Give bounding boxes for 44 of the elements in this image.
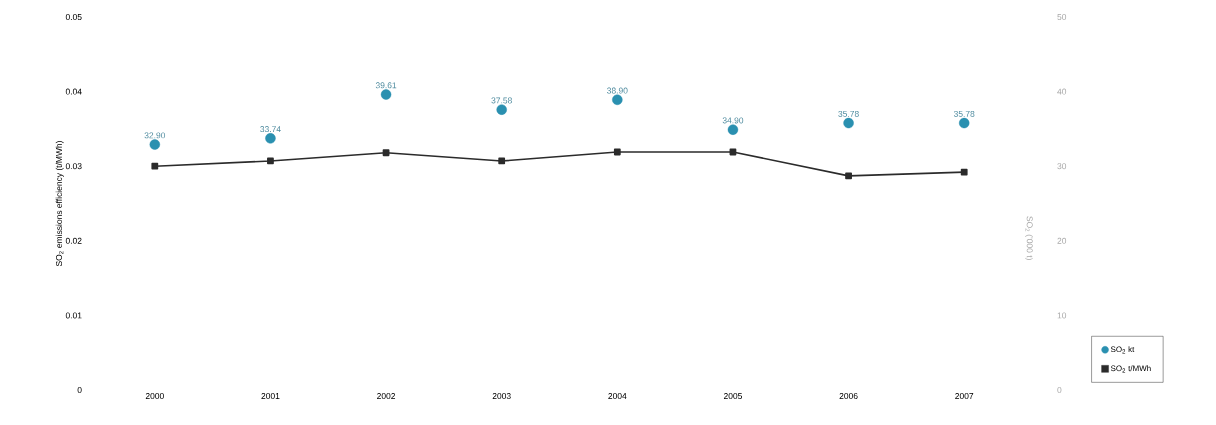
point [267,157,274,165]
point [380,89,392,100]
x-tick-label: 2002 [377,393,396,400]
y2-tick-label: 30 [1057,163,1067,170]
y2-tick-label: 20 [1057,237,1067,244]
y-tick-label: 0.01 [65,312,82,319]
point [959,117,970,129]
point [843,117,854,129]
point [727,124,739,135]
x-tick-label: 2005 [723,393,743,400]
point [960,168,968,176]
y2-tick-label: 10 [1057,312,1067,319]
y-tick-label: 0 [77,387,82,393]
data-label: 32.90 [144,132,166,139]
y-tick-label: 0.05 [65,14,82,20]
y-tick-label: 0.03 [65,163,82,170]
data-label: 38.90 [607,87,628,94]
y2-tick-label: 50 [1057,14,1067,20]
data-label: 39.61 [375,82,397,89]
point [265,133,276,144]
y2-tick-label: 40 [1057,88,1067,95]
point [845,172,852,180]
point [382,149,390,157]
y-tick-label: 0.04 [65,88,82,95]
x-tick-label: 2003 [492,393,511,400]
data-label: 33.74 [260,126,281,133]
x-tick-label: 2001 [261,393,280,400]
x-tick-label: 2000 [145,393,164,400]
point [613,148,621,156]
y-tick-label: 0.02 [65,237,82,244]
y-axis-title: SO$_{2}$ emissions efficiency (t/MWh) [55,141,64,267]
point [149,139,161,150]
point [496,104,507,115]
data-label: 34.90 [722,117,744,124]
x-tick-label: 2006 [839,393,858,400]
data-label: 35.78 [953,110,975,117]
x-tick-label: 2007 [955,393,974,400]
data-label: 37.58 [491,97,512,104]
data-label: 35.78 [838,110,859,117]
y2-axis-title: SO$_{2}$ ('000 t) [1025,216,1033,260]
point [612,94,623,105]
x-tick-label: 2004 [608,393,627,400]
point [151,162,159,170]
point [498,157,506,165]
